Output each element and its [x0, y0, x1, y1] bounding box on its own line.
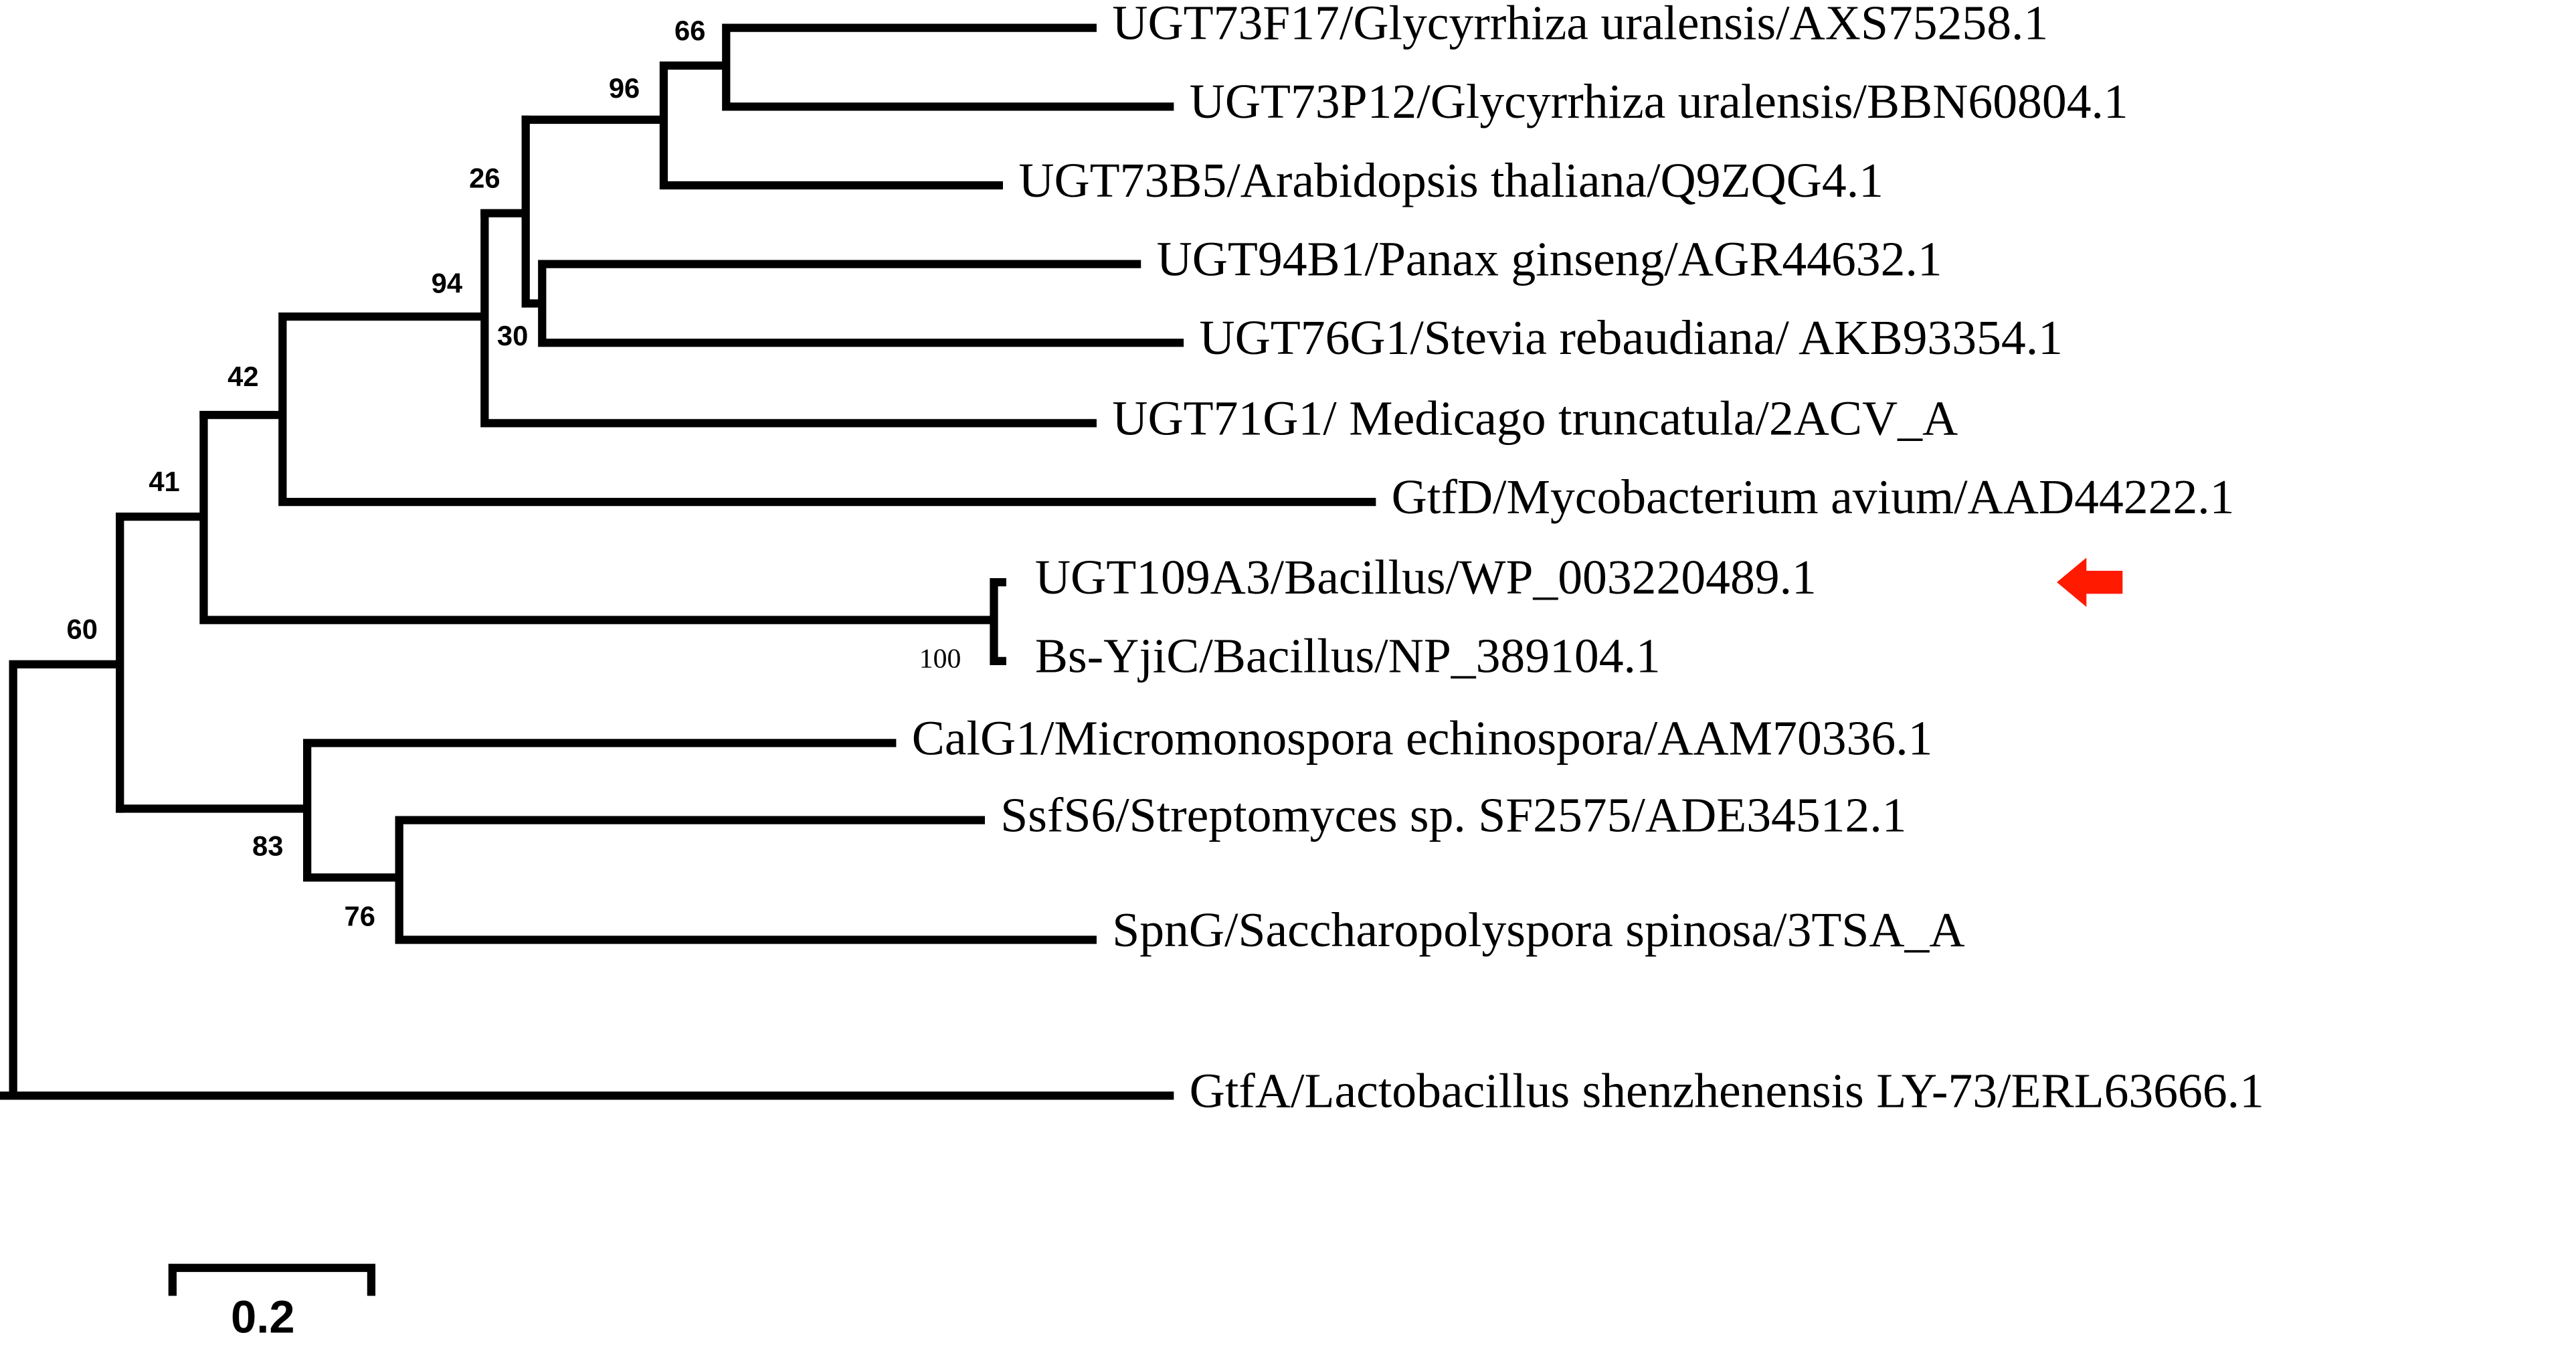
- bootstrap-value: 42: [227, 361, 258, 392]
- bootstrap-value: 26: [469, 163, 500, 194]
- leaf-label: UGT73P12/Glycyrrhiza uralensis/BBN60804.…: [1190, 74, 2128, 128]
- leaf-label: GtfA/Lactobacillus shenzhenensis LY-73/E…: [1190, 1063, 2264, 1117]
- bootstrap-value: 60: [67, 614, 98, 645]
- branch: [0, 513, 1174, 1100]
- branch: [116, 411, 1006, 665]
- bootstrap-value: 76: [345, 901, 375, 932]
- bootstrap-value: 66: [674, 15, 705, 46]
- scale-label: 0.2: [231, 1291, 295, 1342]
- branch: [199, 209, 1376, 507]
- branch: [116, 739, 1097, 944]
- leaf-label: UGT109A3/Bacillus/WP_003220489.1: [1035, 549, 1817, 604]
- branches: [0, 23, 1376, 1100]
- leaf-label: Bs-YjiC/Bacillus/NP_389104.1: [1035, 628, 1661, 683]
- leaf-label: CalG1/Micromonospora echinospora/AAM7033…: [912, 710, 1933, 765]
- leaf-label: GtfD/Mycobacterium avium/AAD44222.1: [1392, 469, 2235, 524]
- bootstrap-value: 41: [149, 466, 179, 497]
- bootstrap-value: 100: [919, 643, 961, 674]
- leaf-label: UGT73B5/Arabidopsis thaliana/Q9ZQG4.1: [1018, 153, 1883, 207]
- bootstrap-value: 94: [432, 268, 462, 299]
- leaf-label: UGT71G1/ Medicago truncatula/2ACV_A: [1112, 390, 1958, 445]
- scale-bar: [168, 1263, 376, 1296]
- bootstrap-value: 96: [609, 72, 640, 104]
- highlight-arrow: [2057, 557, 2123, 607]
- leaf-label: SsfS6/Streptomyces sp. SF2575/ADE34512.1: [1000, 788, 1906, 842]
- bootstrap-value: 83: [252, 830, 283, 861]
- branch: [480, 115, 1184, 347]
- bootstrap-value: 30: [497, 320, 528, 351]
- leaf-label: UGT94B1/Panax ginseng/AGR44632.1: [1157, 232, 1942, 286]
- leaf-label: UGT73F17/Glycyrrhiza uralensis/AXS75258.…: [1112, 0, 2048, 50]
- leaf-label: SpnG/Saccharopolyspora spinosa/3TSA_A: [1112, 902, 1964, 957]
- leaf-label: UGT76G1/Stevia rebaudiana/ AKB93354.1: [1199, 310, 2063, 365]
- branch: [521, 23, 1174, 190]
